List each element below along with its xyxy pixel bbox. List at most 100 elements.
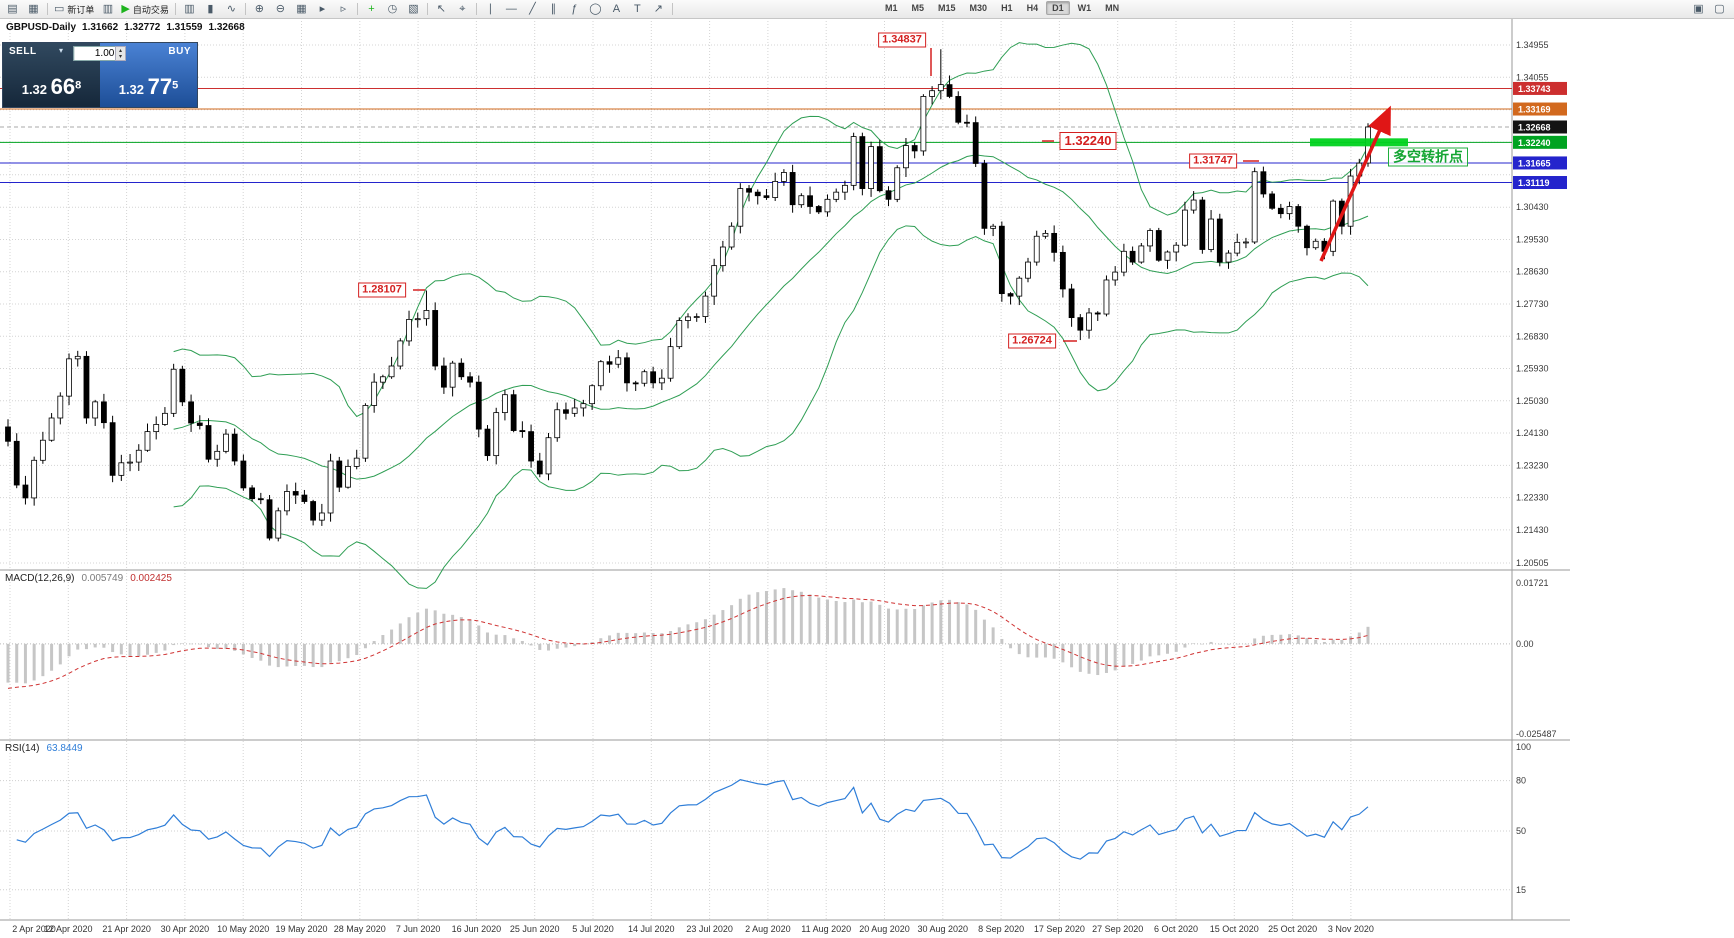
- indicators-icon[interactable]: +: [362, 1, 381, 17]
- price-annotation-label[interactable]: 1.28107: [358, 282, 406, 298]
- spinner-down-icon[interactable]: ▾: [118, 53, 122, 60]
- bar-chart-icon[interactable]: ▥: [180, 1, 199, 17]
- periods-icon: ◷: [387, 2, 398, 15]
- timeframe-H1[interactable]: H1: [1001, 3, 1013, 13]
- buy-price: 1.32 775: [118, 74, 179, 99]
- price-annotation-label[interactable]: 1.34837: [878, 32, 926, 48]
- timeframe-M30[interactable]: M30: [969, 3, 988, 13]
- tile-windows-icon: ▦: [296, 2, 307, 15]
- templates-icon[interactable]: ▧: [404, 1, 423, 17]
- trend-arrow[interactable]: [1319, 105, 1391, 262]
- shapes-icon[interactable]: ◯: [586, 1, 605, 17]
- periods-icon[interactable]: ◷: [383, 1, 402, 17]
- trendline-icon: ╱: [529, 2, 536, 15]
- svg-text:1.30430: 1.30430: [1516, 202, 1549, 212]
- price-annotation-label[interactable]: 1.26724: [1008, 333, 1056, 349]
- chart-shift-icon[interactable]: ▹: [334, 1, 353, 17]
- svg-text:27 Sep 2020: 27 Sep 2020: [1092, 924, 1143, 934]
- svg-text:25 Jun 2020: 25 Jun 2020: [510, 924, 560, 934]
- vertical-line-icon[interactable]: ∣: [481, 1, 500, 17]
- crosshair-icon[interactable]: ⌖: [453, 1, 472, 17]
- price-annotation-label[interactable]: 1.32240: [1059, 132, 1117, 150]
- candlestick-chart-icon: ▮: [207, 2, 214, 15]
- label-icon: T: [634, 2, 641, 15]
- autotrade-icon: ▶: [121, 2, 130, 15]
- fullscreen-icon: ▢: [1714, 2, 1725, 15]
- candlestick-chart-icon[interactable]: ▮: [201, 1, 220, 17]
- autotrade-button[interactable]: ▶ 自动交易: [119, 1, 170, 17]
- toolbar-separator: [244, 3, 246, 15]
- svg-text:17 Sep 2020: 17 Sep 2020: [1034, 924, 1085, 934]
- zoom-out-icon: ⊖: [275, 2, 286, 15]
- timeframe-W1[interactable]: W1: [1077, 3, 1092, 13]
- svg-text:1.33169: 1.33169: [1518, 105, 1551, 115]
- toolbar-right-items: ▣ ▢: [1688, 1, 1730, 17]
- charts-list-icon[interactable]: ▥: [98, 1, 117, 17]
- chart-profiles-icon[interactable]: ▦: [24, 1, 43, 17]
- zoom-in-icon[interactable]: ⊕: [250, 1, 269, 17]
- timeframe-H4[interactable]: H4: [1026, 3, 1039, 13]
- price-annotation-label[interactable]: 1.31747: [1189, 153, 1237, 169]
- svg-text:21 Apr 2020: 21 Apr 2020: [102, 924, 151, 934]
- new-order-button[interactable]: ▭ 新订单: [52, 1, 96, 17]
- auto-scroll-icon: ▸: [319, 2, 326, 15]
- svg-text:1.23230: 1.23230: [1516, 460, 1549, 470]
- line-chart-icon: ∿: [226, 2, 237, 15]
- svg-text:0.00: 0.00: [1516, 639, 1534, 649]
- rsi-indicator-label: RSI(14) 63.8449: [5, 743, 83, 754]
- label-icon[interactable]: T: [628, 1, 647, 17]
- timeframe-D1[interactable]: D1: [1046, 1, 1070, 15]
- timeframe-M15[interactable]: M15: [938, 3, 956, 13]
- timeframe-M5[interactable]: M5: [911, 3, 925, 13]
- horizontal-line-icon: ―: [505, 2, 517, 15]
- svg-text:10 May 2020: 10 May 2020: [217, 924, 269, 934]
- indicators-icon: +: [368, 2, 375, 15]
- turning-point-note-label[interactable]: 多空转折点: [1388, 147, 1468, 167]
- trendline-icon[interactable]: ╱: [523, 1, 542, 17]
- tile-windows-icon[interactable]: ▦: [292, 1, 311, 17]
- templates-icon: ▧: [408, 2, 419, 15]
- svg-text:15 Oct 2020: 15 Oct 2020: [1210, 924, 1259, 934]
- volume-input[interactable]: 1.00: [73, 46, 120, 61]
- toolbar-separator: [356, 3, 358, 15]
- chevron-down-icon[interactable]: ▾: [59, 46, 64, 55]
- svg-text:28 May 2020: 28 May 2020: [334, 924, 386, 934]
- line-chart-icon[interactable]: ∿: [222, 1, 241, 17]
- new-chart-icon[interactable]: ▤: [3, 1, 22, 17]
- spinner-up-icon[interactable]: ▴: [118, 47, 122, 54]
- ohlc-open: 1.31662: [82, 22, 119, 33]
- horizontal-line-icon[interactable]: ―: [502, 1, 521, 17]
- svg-text:1.27730: 1.27730: [1516, 299, 1549, 309]
- arrows-icon[interactable]: ↗: [649, 1, 668, 17]
- cursor-icon[interactable]: ↖: [432, 1, 451, 17]
- svg-text:3 Nov 2020: 3 Nov 2020: [1328, 924, 1374, 934]
- top-toolbar: ▤ ▦ ▭ 新订单 ▥ ▶ 自动交易 ▥ ▮ ∿ ⊕ ⊖ ▦ ▸ ▹ + ◷ ▧ ↖ ⌖ ∣ ― ╱ ∥ ƒ ◯ A T ↗ M1 M5 M…: [0, 0, 1734, 19]
- svg-text:5 Jul 2020: 5 Jul 2020: [572, 924, 614, 934]
- timeframe-M1[interactable]: M1: [885, 3, 898, 13]
- svg-text:1.26830: 1.26830: [1516, 331, 1549, 341]
- timeframe-MN[interactable]: MN: [1105, 3, 1120, 13]
- autotrade-button-label: 自动交易: [132, 4, 169, 15]
- rsi-name: RSI(14): [5, 743, 40, 754]
- svg-text:-0.025487: -0.025487: [1516, 729, 1557, 739]
- channel-icon[interactable]: ∥: [544, 1, 563, 17]
- svg-text:14 Jul 2020: 14 Jul 2020: [628, 924, 675, 934]
- support-zone[interactable]: [1310, 138, 1408, 147]
- zoom-out-icon[interactable]: ⊖: [271, 1, 290, 17]
- fullscreen-icon[interactable]: ▢: [1710, 1, 1729, 17]
- arrange-windows-icon[interactable]: ▣: [1689, 1, 1708, 17]
- auto-scroll-icon[interactable]: ▸: [313, 1, 332, 17]
- fibonacci-icon[interactable]: ƒ: [565, 1, 584, 17]
- timeframe-switcher: M1 M5 M15 M30 H1 H4 D1 W1 MN: [878, 1, 1126, 15]
- text-icon[interactable]: A: [607, 1, 626, 17]
- crosshair-icon: ⌖: [459, 2, 466, 15]
- price-scale[interactable]: 1.34955 1.34055 1.30430 1.29530 1.28630 1.277…: [1513, 40, 1567, 895]
- volume-spinner[interactable]: ▴ ▾: [115, 46, 126, 61]
- sell-label: SELL: [9, 46, 37, 57]
- svg-text:1.24130: 1.24130: [1516, 428, 1549, 438]
- svg-text:1.21430: 1.21430: [1516, 525, 1549, 535]
- text-icon: A: [612, 2, 621, 15]
- horizontal-level-lines[interactable]: [0, 87, 1512, 184]
